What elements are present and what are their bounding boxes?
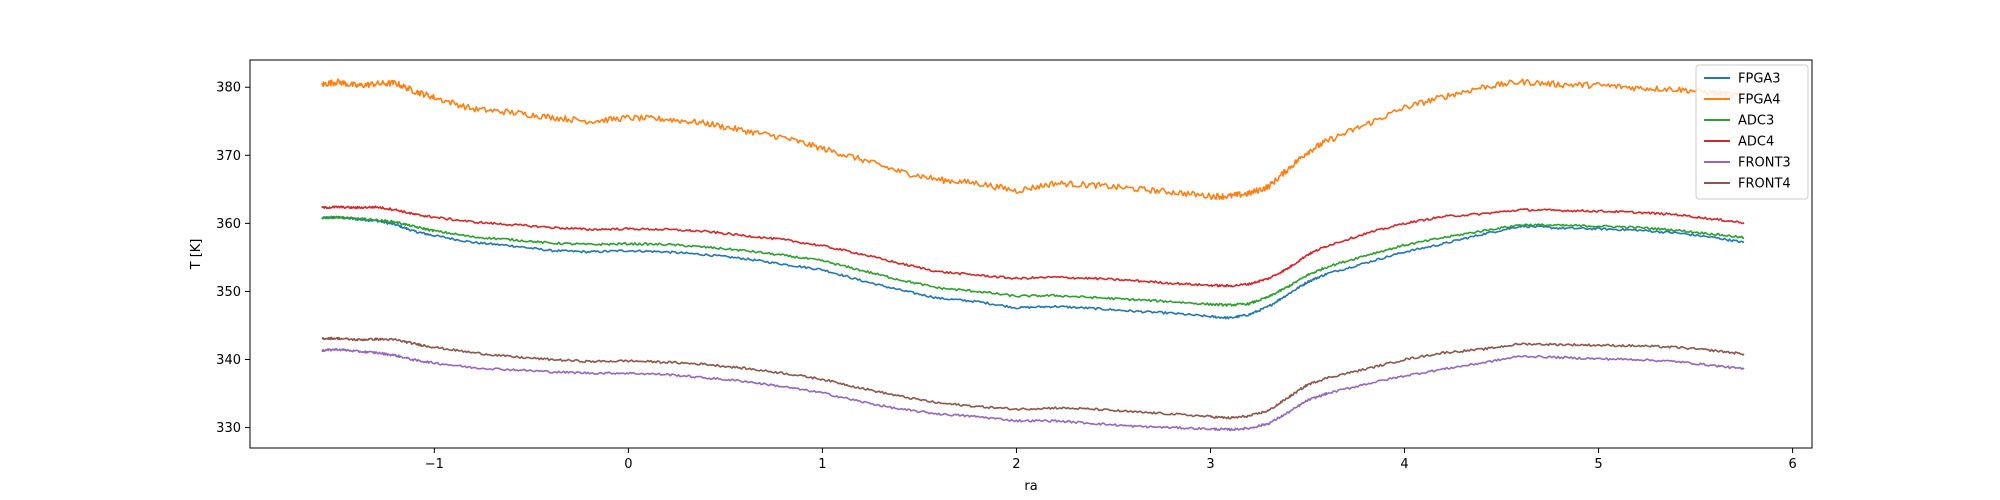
series-line-front3 xyxy=(321,347,1745,432)
legend-label-front4: FRONT4 xyxy=(1738,177,1791,192)
legend: FPGA3 FPGA4 ADC3 ADC4 FRONT3 FRONT4 xyxy=(1695,64,1809,200)
x-tick-label: 2 xyxy=(1012,457,1020,472)
plot-area xyxy=(250,60,1812,448)
series-line-fpga4 xyxy=(321,78,1745,200)
legend-label-fpga4: FPGA4 xyxy=(1738,93,1781,108)
series-line-front4 xyxy=(321,336,1745,420)
legend-label-front3: FRONT3 xyxy=(1738,156,1791,171)
x-tick-label: 4 xyxy=(1400,457,1408,472)
x-tick-label: 6 xyxy=(1788,457,1796,472)
legend-label-adc4: ADC4 xyxy=(1738,135,1774,150)
x-tick-label: 1 xyxy=(818,457,826,472)
y-axis-label: T [K] xyxy=(189,239,204,271)
legend-label-fpga3: FPGA3 xyxy=(1738,72,1781,87)
y-tick-label: 370 xyxy=(216,149,241,164)
series-line-adc3 xyxy=(321,215,1745,307)
legend-label-adc3: ADC3 xyxy=(1738,114,1774,129)
y-tick-label: 380 xyxy=(216,81,241,96)
x-tick-label: −1 xyxy=(425,457,444,472)
series-line-fpga3 xyxy=(321,215,1745,320)
axes-frame xyxy=(249,59,1813,449)
x-tick-label: 3 xyxy=(1206,457,1214,472)
y-tick-label: 330 xyxy=(216,421,241,436)
x-axis-label: ra xyxy=(1024,479,1037,494)
y-tick-label: 340 xyxy=(216,353,241,368)
y-tick-label: 350 xyxy=(216,285,241,300)
series-layer xyxy=(321,78,1745,432)
x-axis-ticks: −1 0 1 2 3 4 5 6 xyxy=(425,448,1797,472)
y-axis-ticks: 330 340 350 360 370 380 xyxy=(216,81,250,436)
series-line-adc4 xyxy=(321,205,1745,288)
x-tick-label: 5 xyxy=(1594,457,1602,472)
y-tick-label: 360 xyxy=(216,217,241,232)
x-tick-label: 0 xyxy=(624,457,632,472)
